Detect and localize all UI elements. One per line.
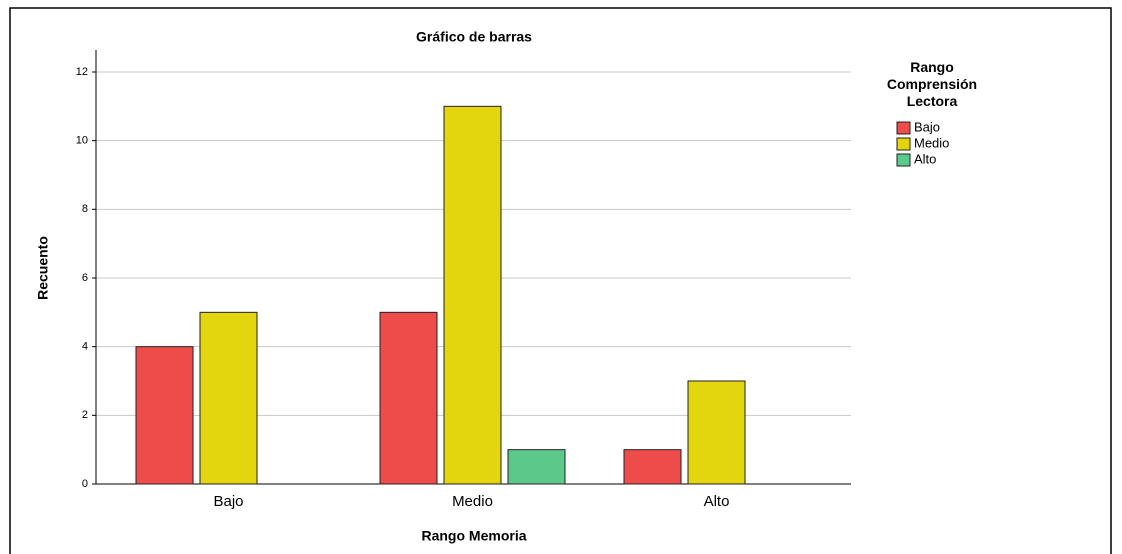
y-tick-label: 0 [82, 478, 88, 490]
x-tick-label: Bajo [213, 493, 243, 510]
bar [687, 380, 746, 485]
y-tick-label: 12 [76, 66, 88, 78]
x-axis-label: Rango Memoria [421, 528, 526, 544]
bar [379, 311, 438, 485]
bar [623, 449, 682, 485]
bar [443, 105, 502, 485]
legend-swatch [896, 121, 911, 135]
legend-label: Alto [914, 151, 936, 166]
legend-label: Medio [914, 135, 949, 150]
legend-title: Rango Comprensión Lectora [887, 59, 977, 109]
legend-label: Bajo [914, 119, 940, 134]
y-axis-label: Recuento [35, 236, 51, 300]
y-tick-label: 10 [76, 135, 88, 147]
x-tick-label: Medio [452, 493, 493, 510]
bar [507, 449, 566, 485]
bar [199, 311, 258, 485]
legend-swatch [896, 153, 911, 167]
y-tick-label: 4 [82, 341, 88, 353]
legend-swatch [896, 137, 911, 151]
chart-title: Gráfico de barras [416, 29, 532, 45]
y-tick-label: 6 [82, 272, 88, 284]
y-tick-label: 8 [82, 203, 88, 215]
x-tick-label: Alto [704, 493, 730, 510]
y-tick-label: 2 [82, 409, 88, 421]
bar [135, 346, 194, 485]
